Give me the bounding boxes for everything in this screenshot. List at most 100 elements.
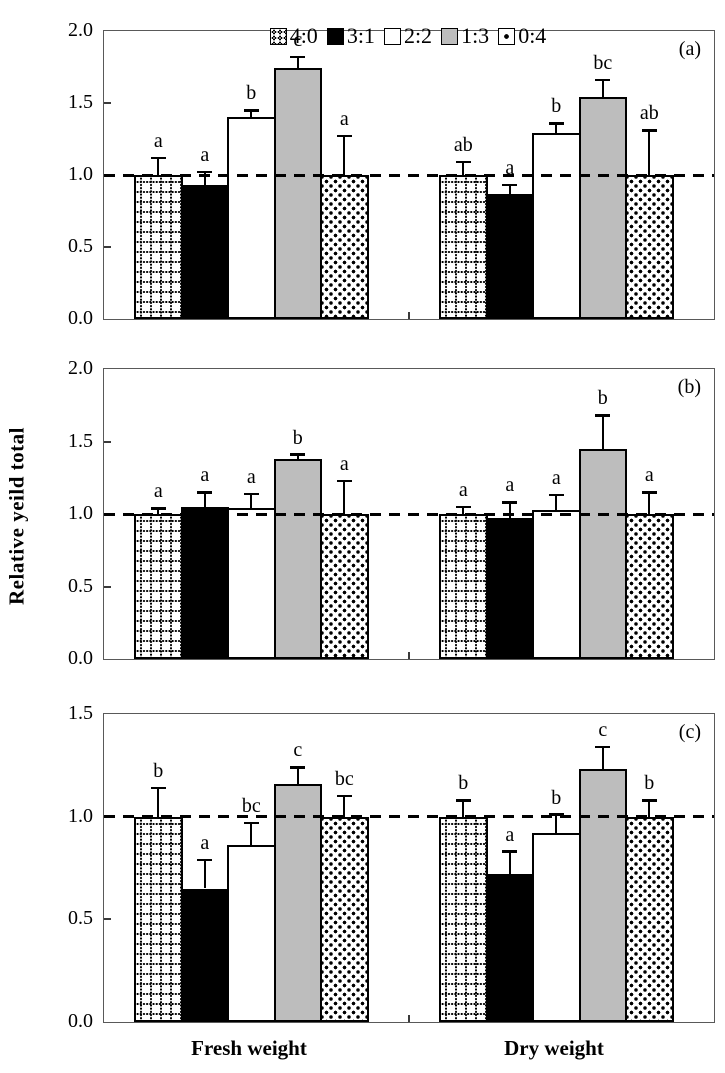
sig-label-0-4-fresh-weight: a	[339, 108, 349, 131]
error-bar-2-2-dry-weight	[555, 123, 558, 134]
panel-label-b: (b)	[677, 376, 701, 398]
legend-item-1-3: 1:3	[441, 25, 489, 47]
error-bar-3-1-dry-weight	[508, 185, 511, 194]
sig-label-0-4-dry-weight: ab	[639, 102, 659, 125]
x-category-label-fresh-weight: Fresh weight	[191, 1036, 307, 1060]
sig-label-2-2-dry-weight: b	[551, 786, 562, 809]
y-tick-label-b-1-0: 1.0	[68, 502, 93, 524]
bar-3-1-fresh-weight	[180, 506, 229, 659]
error-bar-3-1-fresh-weight	[203, 859, 206, 889]
error-bar-cap	[595, 78, 611, 82]
sig-label-0-4-fresh-weight: bc	[334, 768, 354, 791]
y-tick-mark	[104, 585, 111, 588]
error-bar-cap	[290, 453, 306, 456]
solid-gray-swatch-icon	[441, 27, 459, 45]
x-tick-mark	[408, 652, 410, 659]
y-tick-mark	[104, 246, 111, 248]
y-tick-label-a-0-0: 0.0	[68, 307, 93, 329]
error-bar-1-3-dry-weight	[601, 80, 604, 98]
sig-label-2-2-dry-weight: a	[551, 467, 561, 490]
center-dot-swatch-icon	[498, 27, 516, 45]
error-bar-4-0-fresh-weight	[157, 508, 160, 514]
error-bar-cap	[197, 858, 213, 862]
error-bar-cap	[290, 766, 306, 769]
y-tick-label-b-2-0: 2.0	[68, 357, 93, 379]
legend-item-0-4: 0:4	[498, 25, 546, 47]
bar-4-0-fresh-weight	[134, 514, 183, 659]
error-bar-cap	[455, 505, 471, 509]
bar-4-0-fresh-weight	[134, 816, 183, 1022]
y-tick-label-a-1-0: 1.0	[68, 163, 93, 185]
reference-line	[104, 815, 714, 819]
sig-label-4-0-dry-weight: ab	[453, 134, 473, 156]
error-bar-cap	[197, 170, 213, 174]
bar-0-4-fresh-weight	[320, 816, 369, 1022]
bar-1-3-fresh-weight	[273, 783, 322, 1022]
panel-c-plot: (c) b b a a bc b c c bc b	[103, 713, 715, 1023]
sig-label-1-3-fresh-weight: c	[293, 28, 303, 51]
error-bar-3-1-fresh-weight	[203, 172, 206, 186]
error-bar-3-1-dry-weight	[508, 502, 511, 519]
sig-label-3-1-fresh-weight: a	[200, 144, 210, 167]
y-tick-mark	[104, 102, 111, 104]
error-bar-0-4-dry-weight	[648, 492, 651, 514]
error-bar-4-0-fresh-weight	[157, 157, 160, 175]
error-bar-cap	[455, 799, 471, 802]
y-tick-label-b-1-5: 1.5	[68, 429, 93, 452]
sig-label-3-1-fresh-weight: a	[200, 464, 210, 487]
bar-2-2-fresh-weight	[227, 508, 276, 659]
error-bar-cap	[336, 479, 352, 482]
error-bar-cap	[641, 799, 657, 802]
x-tick-mark	[408, 312, 410, 319]
sig-label-0-4-dry-weight: a	[644, 464, 654, 487]
sig-label-4-0-dry-weight: b	[458, 772, 469, 795]
legend-item-label: 3:1	[346, 23, 375, 48]
error-bar-3-1-dry-weight	[508, 851, 511, 875]
error-bar-2-2-dry-weight	[555, 495, 558, 510]
error-bar-3-1-fresh-weight	[203, 492, 206, 507]
y-tick-label-b-0-0: 0.0	[68, 647, 93, 669]
sig-label-3-1-dry-weight: a	[505, 474, 515, 497]
sig-label-3-1-dry-weight: a	[505, 157, 515, 180]
bar-3-1-fresh-weight	[180, 888, 229, 1022]
sig-label-4-0-fresh-weight: a	[153, 129, 163, 152]
y-tick-label-c-0-0: 0.0	[68, 1010, 93, 1032]
bar-3-1-fresh-weight	[180, 185, 229, 319]
y-tick-label-a-2-0: 2.0	[68, 19, 93, 41]
sig-label-0-4-fresh-weight: a	[339, 452, 349, 475]
legend-item-label: 1:3	[461, 23, 490, 48]
error-bar-0-4-fresh-weight	[343, 136, 346, 175]
dotted-grid-swatch-icon	[269, 27, 287, 45]
legend-item-2-2: 2:2	[383, 25, 432, 47]
bar-3-1-dry-weight	[485, 518, 534, 659]
error-bar-cap	[641, 491, 657, 494]
y-tick-label-a-0-5: 0.5	[68, 235, 93, 257]
error-bar-4-0-dry-weight	[462, 162, 465, 175]
sig-label-2-2-fresh-weight: bc	[241, 794, 261, 817]
sig-label-1-3-fresh-weight: b	[292, 426, 303, 449]
x-category-label-dry-weight: Dry weight	[504, 1036, 604, 1060]
bar-2-2-fresh-weight	[227, 117, 276, 319]
error-bar-0-4-dry-weight	[648, 800, 651, 817]
bar-0-4-dry-weight	[625, 175, 674, 319]
error-bar-cap	[243, 492, 259, 495]
bar-1-3-fresh-weight	[273, 68, 322, 319]
bar-0-4-fresh-weight	[320, 514, 369, 659]
bar-4-0-fresh-weight	[134, 175, 183, 319]
error-bar-2-2-fresh-weight	[250, 493, 253, 509]
bar-0-4-dry-weight	[625, 816, 674, 1022]
bar-2-2-dry-weight	[532, 509, 581, 659]
error-bar-cap	[243, 821, 259, 825]
error-bar-4-0-dry-weight	[462, 800, 465, 817]
error-bar-cap	[150, 156, 166, 159]
error-bar-2-2-fresh-weight	[250, 822, 253, 846]
error-bar-cap	[243, 109, 259, 112]
error-bar-0-4-fresh-weight	[343, 796, 346, 817]
sig-label-1-3-dry-weight: c	[598, 718, 608, 741]
bar-1-3-dry-weight	[578, 769, 627, 1022]
y-tick-mark	[104, 918, 111, 921]
error-bar-cap	[197, 491, 213, 494]
bar-3-1-dry-weight	[485, 874, 534, 1022]
legend-item-3-1: 3:1	[326, 23, 375, 48]
panel-label-c: (c)	[678, 721, 701, 743]
